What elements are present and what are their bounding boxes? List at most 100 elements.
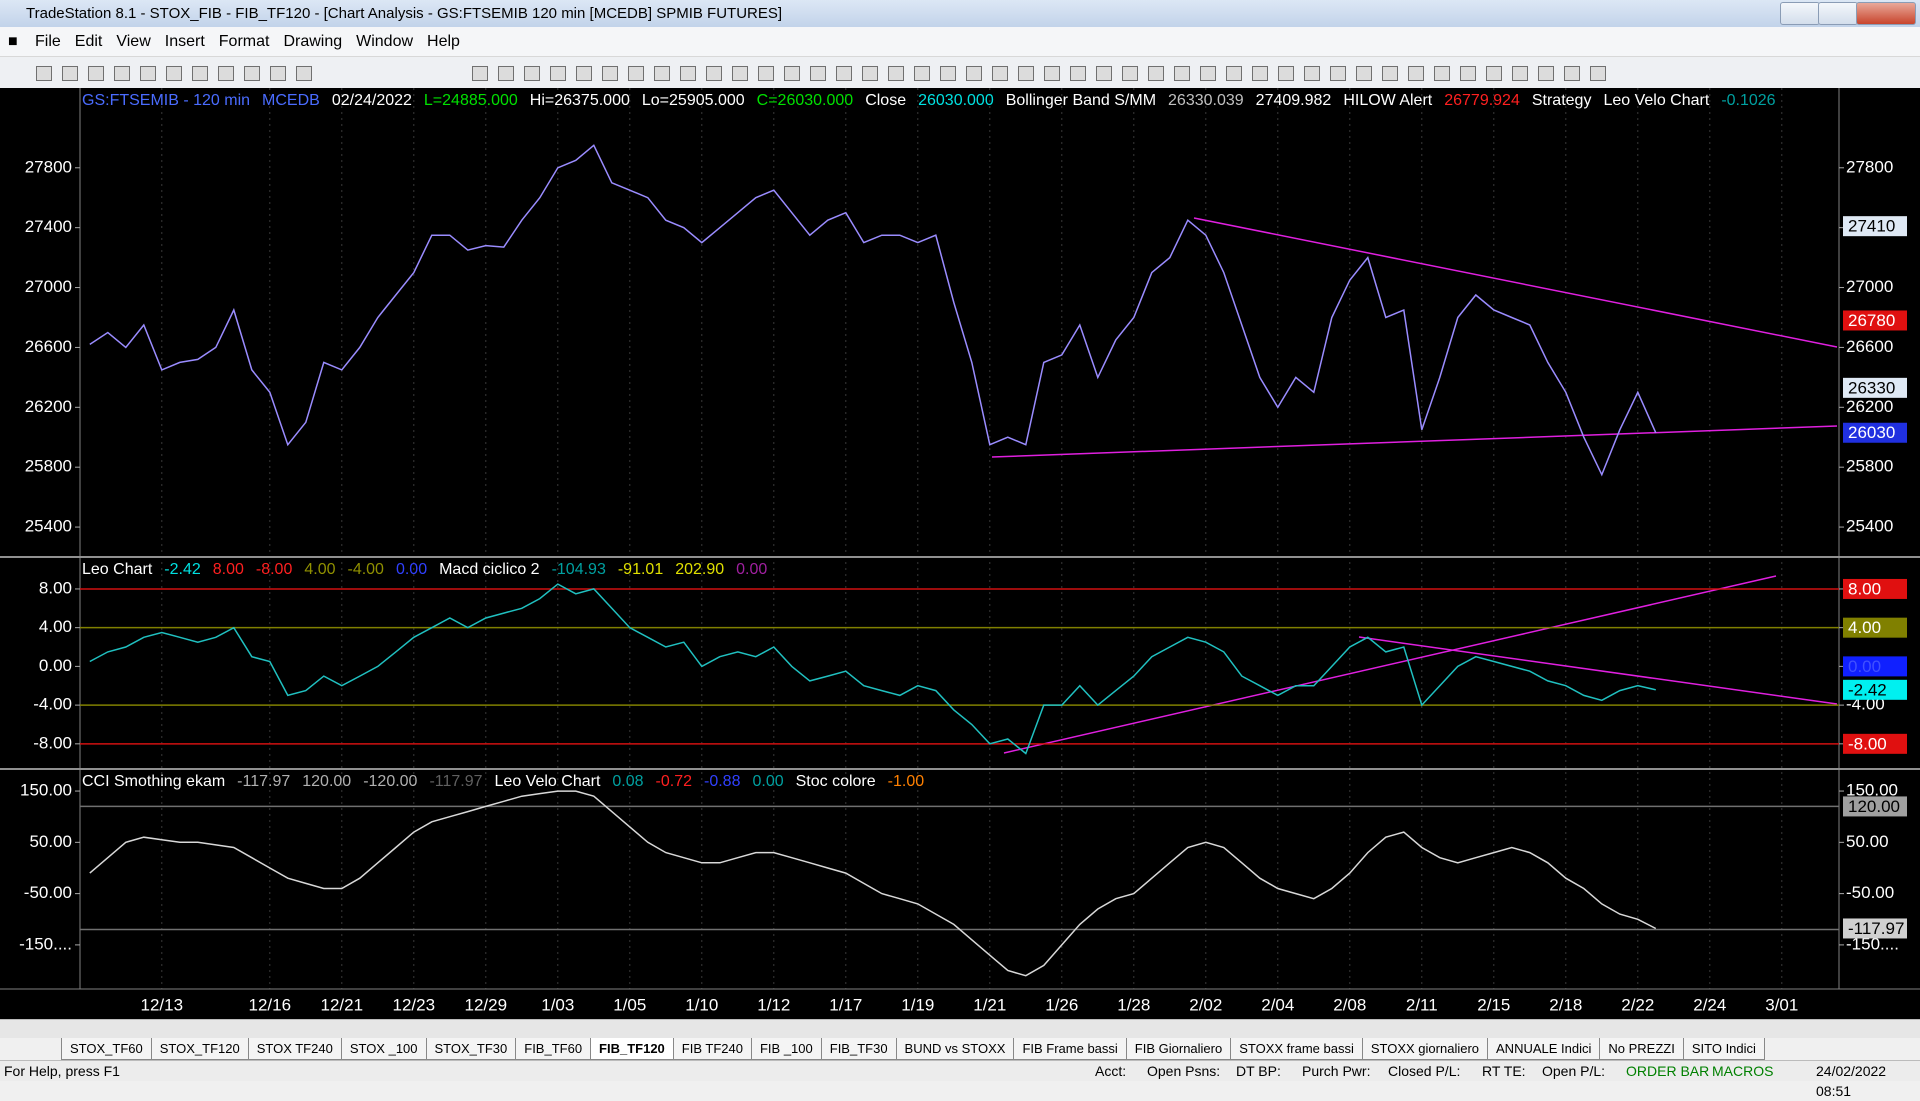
toolbar-icon[interactable] <box>1278 66 1294 81</box>
toolbar-icon[interactable] <box>1304 66 1320 81</box>
tab[interactable]: SITO Indici <box>1682 1038 1765 1060</box>
toolbar-icon[interactable] <box>244 66 260 81</box>
toolbar-icon[interactable] <box>1460 66 1476 81</box>
tab[interactable]: BUND vs STOXX <box>895 1038 1015 1060</box>
tab[interactable]: FIB_TF30 <box>820 1038 897 1060</box>
toolbar-icon[interactable] <box>1252 66 1268 81</box>
tab[interactable]: FIB Frame bassi <box>1013 1038 1127 1060</box>
menu-item[interactable]: Window <box>356 33 414 50</box>
toolbar-icon[interactable] <box>758 66 774 81</box>
minimize-button[interactable] <box>1780 2 1820 25</box>
tab[interactable]: FIB_TF120 <box>590 1038 674 1060</box>
toolbar-icon[interactable] <box>1122 66 1138 81</box>
toolbar-icon[interactable] <box>1408 66 1424 81</box>
menu-item[interactable]: Drawing <box>283 33 343 50</box>
order-bar[interactable]: ORDER BAR <box>1626 1063 1710 1079</box>
toolbar-icon[interactable] <box>1226 66 1242 81</box>
toolbar-icon[interactable] <box>992 66 1008 81</box>
toolbar-icon[interactable] <box>680 66 696 81</box>
macros[interactable]: MACROS <box>1712 1063 1774 1079</box>
tab[interactable]: STOX _100 <box>340 1038 427 1060</box>
price-box-label: 8.00 <box>1848 579 1881 598</box>
toolbar-icon[interactable] <box>1174 66 1190 81</box>
toolbar-icon[interactable] <box>654 66 670 81</box>
toolbar-icon[interactable] <box>1018 66 1034 81</box>
legend-item: Close <box>865 92 906 109</box>
toolbar-icon[interactable] <box>270 66 286 81</box>
y-tick-label: 25800 <box>25 457 72 476</box>
toolbar-icon[interactable] <box>602 66 618 81</box>
toolbar-icon[interactable] <box>1356 66 1372 81</box>
toolbar-icon[interactable] <box>524 66 540 81</box>
tab[interactable]: ANNUALE Indici <box>1487 1038 1601 1060</box>
toolbar-icon[interactable] <box>888 66 904 81</box>
toolbar-icon[interactable] <box>1434 66 1450 81</box>
status-field: DT BP: <box>1236 1063 1281 1079</box>
toolbar-icon[interactable] <box>192 66 208 81</box>
toolbar-icon[interactable] <box>140 66 156 81</box>
toolbar-icon[interactable] <box>1070 66 1086 81</box>
toolbar-icon[interactable] <box>550 66 566 81</box>
toolbar-icon[interactable] <box>472 66 488 81</box>
toolbar-icon[interactable] <box>1200 66 1216 81</box>
toolbar-icon[interactable] <box>1590 66 1606 81</box>
price-box-label: 27410 <box>1848 217 1895 236</box>
toolbar-icon[interactable] <box>1148 66 1164 81</box>
tab[interactable]: STOX TF240 <box>247 1038 342 1060</box>
y-tick-label: 26200 <box>1846 397 1893 416</box>
price-box-label: 120.00 <box>1848 797 1900 816</box>
tab[interactable]: STOX_TF120 <box>150 1038 249 1060</box>
toolbar-icon[interactable] <box>1382 66 1398 81</box>
toolbar-icon[interactable] <box>1538 66 1554 81</box>
toolbar-icon[interactable] <box>940 66 956 81</box>
toolbar-icon[interactable] <box>1330 66 1346 81</box>
toolbar-icon[interactable] <box>836 66 852 81</box>
toolbar-icon[interactable] <box>218 66 234 81</box>
toolbar-icon[interactable] <box>732 66 748 81</box>
toolbar-icon[interactable] <box>296 66 312 81</box>
tab[interactable]: STOX_TF60 <box>61 1038 152 1060</box>
toolbar-icon[interactable] <box>114 66 130 81</box>
toolbar-icon[interactable] <box>810 66 826 81</box>
y-tick-label: 150.00 <box>20 781 72 800</box>
tab[interactable]: FIB TF240 <box>672 1038 752 1060</box>
price-box-label: 26030 <box>1848 423 1895 442</box>
toolbar-icon[interactable] <box>498 66 514 81</box>
scrollbar[interactable] <box>0 1019 1920 1039</box>
toolbar-icon[interactable] <box>88 66 104 81</box>
status-field: Closed P/L: <box>1388 1063 1461 1079</box>
toolbar-icon[interactable] <box>1096 66 1112 81</box>
tab[interactable]: STOXX giornaliero <box>1361 1038 1489 1060</box>
tab[interactable]: STOXX frame bassi <box>1230 1038 1363 1060</box>
close-button[interactable] <box>1856 2 1916 25</box>
toolbar-icon[interactable] <box>784 66 800 81</box>
menu-item[interactable]: View <box>116 33 151 50</box>
toolbar-icon[interactable] <box>966 66 982 81</box>
tab[interactable]: FIB_TF60 <box>515 1038 592 1060</box>
toolbar-icon[interactable] <box>914 66 930 81</box>
toolbar-icon[interactable] <box>1044 66 1060 81</box>
menu-item[interactable]: File <box>35 33 61 50</box>
tab[interactable]: STOX_TF30 <box>425 1038 517 1060</box>
menu-item[interactable]: Insert <box>164 33 205 50</box>
menu-item[interactable]: Format <box>218 33 270 50</box>
toolbar-icon[interactable] <box>36 66 52 81</box>
maximize-button[interactable] <box>1818 2 1858 25</box>
x-tick-label: 1/17 <box>829 995 862 1014</box>
toolbar-icon[interactable] <box>576 66 592 81</box>
menu-item[interactable]: Edit <box>74 33 103 50</box>
legend-item: CCI Smothing ekam <box>82 773 225 790</box>
tab[interactable]: No PREZZI <box>1599 1038 1684 1060</box>
toolbar-icon[interactable] <box>706 66 722 81</box>
toolbar-icon[interactable] <box>62 66 78 81</box>
menu-item[interactable]: Help <box>427 33 460 50</box>
toolbar-icon[interactable] <box>862 66 878 81</box>
toolbar-icon[interactable] <box>166 66 182 81</box>
toolbar-icon[interactable] <box>1512 66 1528 81</box>
toolbar-icon[interactable] <box>1564 66 1580 81</box>
tab[interactable]: FIB _100 <box>750 1038 822 1060</box>
legend-item: -8.00 <box>256 561 293 578</box>
tab[interactable]: FIB Giornaliero <box>1125 1038 1232 1060</box>
toolbar-icon[interactable] <box>1486 66 1502 81</box>
toolbar-icon[interactable] <box>628 66 644 81</box>
